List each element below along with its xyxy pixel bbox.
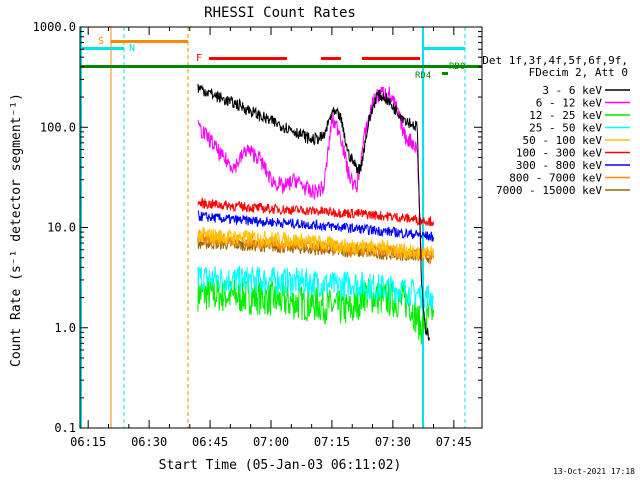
legend: Det 1f,3f,4f,5f,6f,9f,FDecim 2, Att 0 3 -… (482, 54, 630, 197)
x-axis-label: Start Time (05-Jan-03 06:11:02) (159, 458, 402, 473)
legend-label: 25 - 50 keV (529, 122, 602, 135)
legend-label: 7000 - 15000 keV (496, 184, 602, 197)
series-line-50-100-kev (197, 226, 434, 261)
legend-label: 12 - 25 keV (529, 109, 602, 122)
y-tick-label: 0.1 (54, 421, 76, 435)
x-tick-label: 07:00 (253, 435, 289, 449)
y-tick-label: 100.0 (40, 120, 76, 134)
series-line-3-6-kev (197, 83, 430, 341)
flag-label-s: S (98, 36, 104, 47)
flag-bar-rd0 (80, 65, 482, 68)
flag-bar-f (209, 57, 287, 60)
flag-bars: S N F RD0 RD4 (80, 27, 482, 428)
legend-label: 300 - 800 keV (516, 159, 602, 172)
y-axis-label: Count Rate (s⁻¹ detector segment⁻¹) (9, 93, 24, 367)
flag-bar-f (321, 57, 341, 60)
legend-label: 6 - 12 keV (536, 97, 603, 110)
legend-label: 3 - 6 keV (542, 84, 602, 97)
x-tick-label: 06:45 (192, 435, 228, 449)
series-line-300-800-kev (197, 210, 434, 242)
flag-bar-s (111, 40, 188, 43)
legend-label: 800 - 7000 keV (509, 172, 602, 185)
y-tick-label: 10.0 (47, 221, 76, 235)
x-tick-label: 06:30 (131, 435, 167, 449)
series-line-100-300-kev (197, 197, 434, 227)
x-tick-label: 07:15 (314, 435, 350, 449)
legend-header: FDecim 2, Att 0 (529, 66, 628, 79)
chart-title: RHESSI Count Rates (204, 5, 356, 21)
flag-label-rd0: RD0 (449, 62, 465, 72)
x-tick-label: 07:45 (436, 435, 472, 449)
flag-bar-f (362, 57, 420, 60)
flag-label-n: N (129, 43, 135, 54)
series-line-12-25-kev (197, 278, 434, 345)
legend-label: 50 - 100 keV (523, 134, 603, 147)
legend-header: Det 1f,3f,4f,5f,6f,9f, (482, 54, 628, 67)
flag-label-f: F (196, 53, 202, 64)
y-tick-label: 1.0 (54, 321, 76, 335)
x-tick-label: 06:15 (70, 435, 106, 449)
timestamp: 13-Oct-2021 17:18 (553, 467, 635, 476)
x-tick-label: 07:30 (375, 435, 411, 449)
axes-group: 0.1 1.0 10.0 100.0 1000.0 06:15 06:30 06:45 07:0… (33, 20, 482, 449)
flag-bar-n-left (82, 47, 124, 50)
flag-label-rd4: RD4 (415, 71, 431, 81)
series-group (197, 83, 434, 345)
y-tick-label: 1000.0 (33, 20, 76, 34)
series-line-25-50-kev (197, 265, 434, 310)
flag-bar-rd4 (442, 72, 448, 75)
legend-label: 100 - 300 keV (516, 147, 602, 160)
flag-bar-n-right (424, 47, 465, 50)
